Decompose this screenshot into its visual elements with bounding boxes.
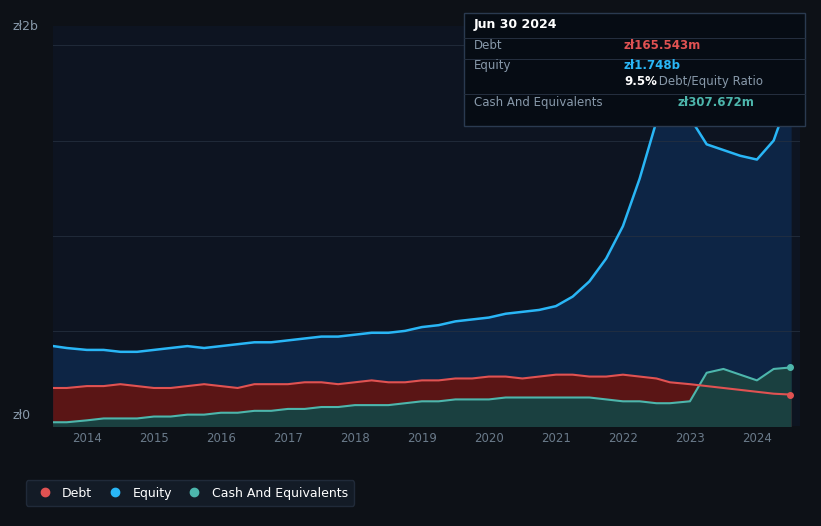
Text: zł1.748b: zł1.748b [624, 59, 681, 72]
Legend: Debt, Equity, Cash And Equivalents: Debt, Equity, Cash And Equivalents [26, 480, 354, 506]
Text: Debt/Equity Ratio: Debt/Equity Ratio [655, 75, 764, 88]
Text: zł307.672m: zł307.672m [677, 96, 754, 109]
Text: 9.5%: 9.5% [624, 75, 657, 88]
Text: zł2b: zł2b [12, 20, 38, 33]
Text: Jun 30 2024: Jun 30 2024 [474, 18, 557, 31]
Text: Debt: Debt [474, 39, 502, 52]
Text: zł0: zł0 [12, 409, 30, 422]
Text: zł165.543m: zł165.543m [624, 39, 701, 52]
Text: Cash And Equivalents: Cash And Equivalents [474, 96, 603, 109]
Text: Equity: Equity [474, 59, 511, 72]
